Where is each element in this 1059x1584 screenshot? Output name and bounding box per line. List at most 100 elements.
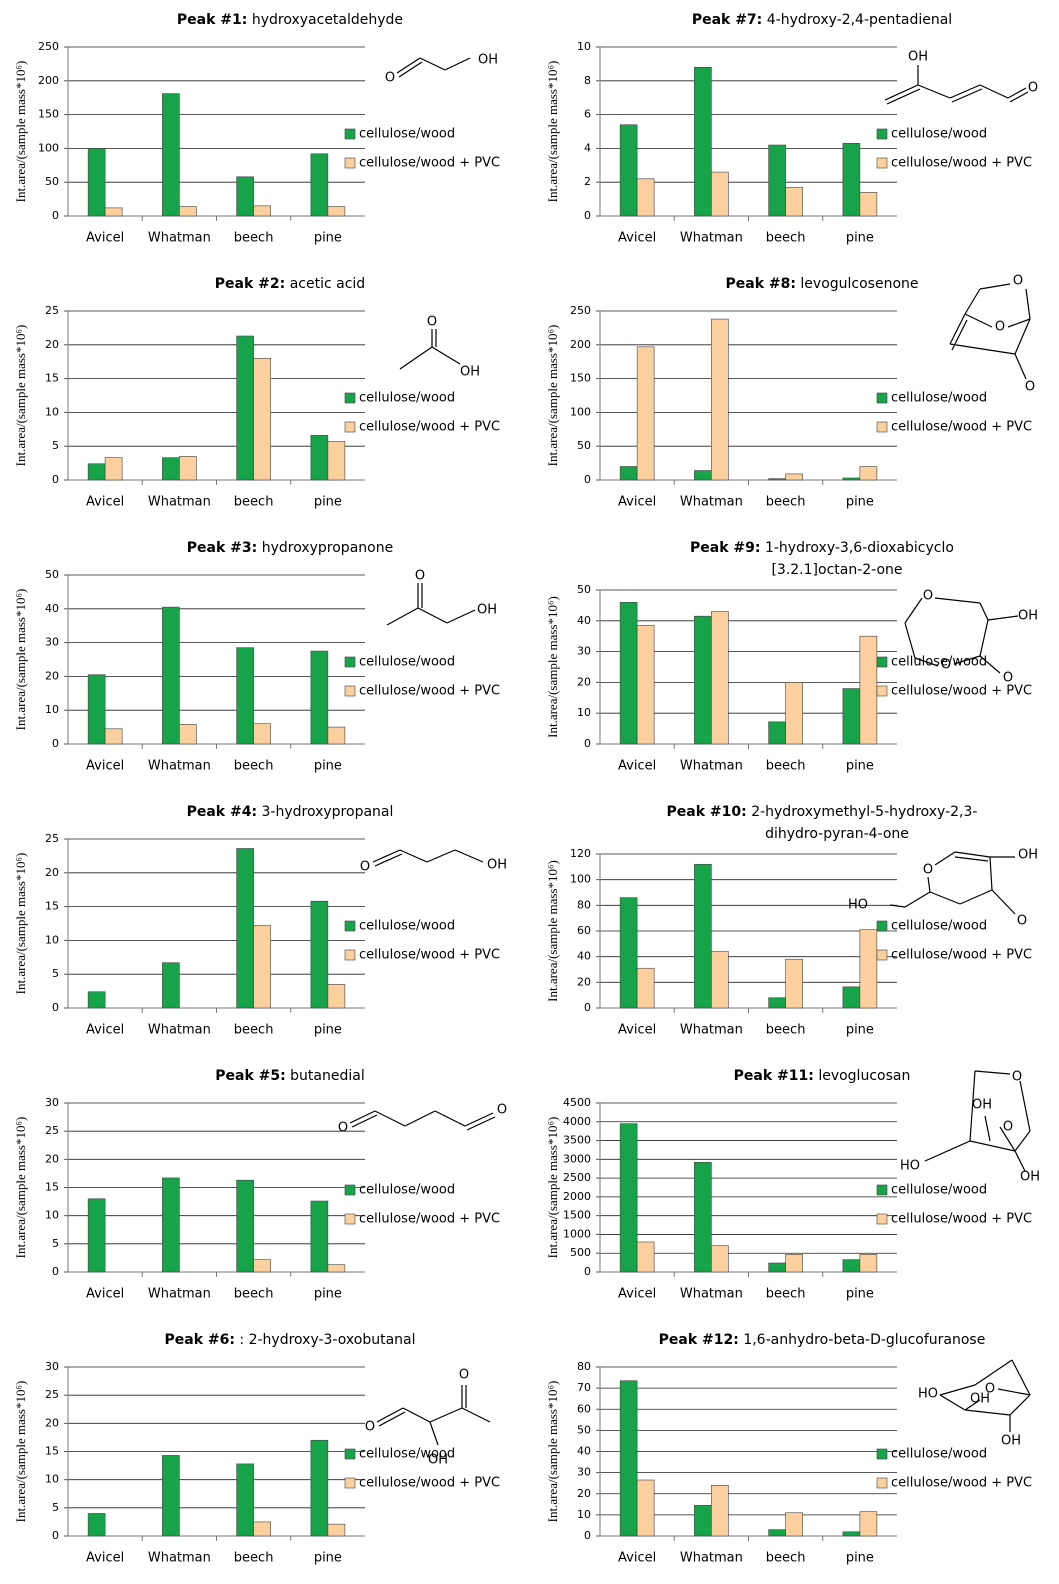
bar [768, 478, 786, 481]
title-peak: Peak #3: [187, 540, 257, 556]
bar [310, 1439, 329, 1537]
y-axis-label: Int.area/(sample mass*10⁶) [13, 853, 28, 995]
bond [1009, 1394, 1031, 1416]
bar [162, 606, 180, 745]
y-tick-label: 50 [45, 175, 59, 188]
legend-swatch [876, 392, 888, 404]
bar [859, 1511, 878, 1537]
title-text: : 2-hydroxy-3-oxobutanal [239, 1332, 415, 1348]
y-tick-label: 100 [38, 141, 59, 154]
bar [310, 650, 329, 745]
y-axis-label: Int.area/(sample mass*10⁶) [545, 61, 560, 203]
y-tick-label: 2000 [563, 1190, 591, 1203]
bar [162, 1177, 180, 1273]
bond [1009, 91, 1029, 103]
bar [327, 1523, 346, 1537]
atom-label: OH [1018, 609, 1038, 624]
bar [842, 477, 861, 481]
bond [351, 1114, 378, 1128]
bond [402, 1407, 431, 1423]
bar [253, 1259, 271, 1273]
y-tick-label: 200 [570, 338, 591, 351]
legend-label: cellulose/wood [359, 391, 455, 406]
bar [327, 984, 346, 1009]
bar [310, 900, 329, 1009]
legend-label: cellulose/wood + PVC [891, 1212, 1032, 1227]
bar [253, 925, 271, 1009]
x-tick-label: Avicel [618, 495, 656, 510]
bar [236, 1463, 254, 1537]
x-tick-label: Whatman [680, 1023, 743, 1038]
bar [104, 207, 123, 217]
bond [404, 1110, 436, 1127]
y-tick-label: 0 [52, 1529, 59, 1542]
title-peak: Peak #1: [177, 12, 247, 28]
title-text: 1-hydroxy-3,6-dioxabicyclo [765, 540, 954, 556]
bar [162, 1455, 180, 1537]
bar [104, 457, 123, 481]
bar [636, 1479, 655, 1537]
atom-label: OH [428, 1453, 448, 1468]
bar [327, 726, 346, 745]
title-text: butanedial [290, 1068, 365, 1084]
chart-title: Peak #6: : 2-hydroxy-3-oxobutanal [165, 1332, 416, 1348]
chart-panel: Peak #1: hydroxyacetaldehyde Int.area/(sa… [13, 12, 500, 246]
bar [179, 456, 197, 481]
title-text: 3-hydroxypropanal [262, 804, 394, 820]
bond [997, 1388, 1031, 1396]
bond [974, 1359, 1013, 1386]
bond [917, 84, 951, 99]
y-tick-label: 20 [45, 866, 59, 879]
bond [417, 607, 448, 624]
y-tick-label: 250 [38, 40, 59, 53]
chart-title: Peak #12: 1,6-anhydro-beta-D-glucofurano… [659, 1332, 986, 1348]
y-tick-label: 50 [577, 1423, 591, 1436]
bar [236, 335, 254, 481]
bar [327, 1264, 346, 1273]
bar [87, 1198, 106, 1273]
legend-swatch [876, 1448, 888, 1460]
atom-label: O [941, 658, 951, 673]
y-axis-label: Int.area/(sample mass*10⁶) [13, 61, 28, 203]
x-tick-label: Whatman [148, 1551, 211, 1566]
y-axis-label: Int.area/(sample mass*10⁶) [13, 1117, 28, 1259]
x-tick-label: Avicel [86, 1287, 124, 1302]
legend-swatch [344, 1448, 356, 1460]
title-peak: Peak #8: [725, 276, 795, 292]
bar [842, 986, 861, 1009]
y-tick-label: 1000 [563, 1227, 591, 1240]
bar [859, 466, 878, 481]
y-tick-label: 20 [577, 975, 591, 988]
x-tick-label: pine [846, 1551, 874, 1566]
bar [310, 1200, 329, 1273]
bond [461, 1407, 491, 1423]
legend-label: cellulose/wood [891, 391, 987, 406]
chart-title-line: [3.2.1]octan-2-one [771, 562, 902, 578]
y-tick-label: 5 [52, 1501, 59, 1514]
bar [236, 848, 254, 1009]
legend-swatch [344, 949, 356, 961]
y-tick-label: 40 [577, 614, 591, 627]
x-tick-label: beech [766, 1023, 806, 1038]
atom-label: OH [477, 603, 497, 618]
bar [253, 1521, 271, 1537]
y-tick-label: 20 [45, 1416, 59, 1429]
bar [619, 1380, 638, 1537]
legend-swatch [344, 421, 356, 433]
bar [619, 897, 638, 1009]
bond [989, 856, 993, 891]
y-tick-label: 20 [577, 1487, 591, 1500]
y-tick-label: 50 [577, 439, 591, 452]
legend-swatch [876, 1184, 888, 1196]
bond [953, 655, 981, 665]
atom-label: O [923, 863, 933, 878]
bond [959, 889, 993, 905]
x-tick-label: beech [234, 1287, 274, 1302]
bar [694, 470, 712, 481]
x-tick-label: Avicel [86, 1551, 124, 1566]
x-tick-label: Avicel [86, 231, 124, 246]
bar [636, 625, 655, 745]
bar [694, 1505, 712, 1537]
title-peak: Peak #2: [215, 276, 285, 292]
bond [969, 1140, 1016, 1152]
